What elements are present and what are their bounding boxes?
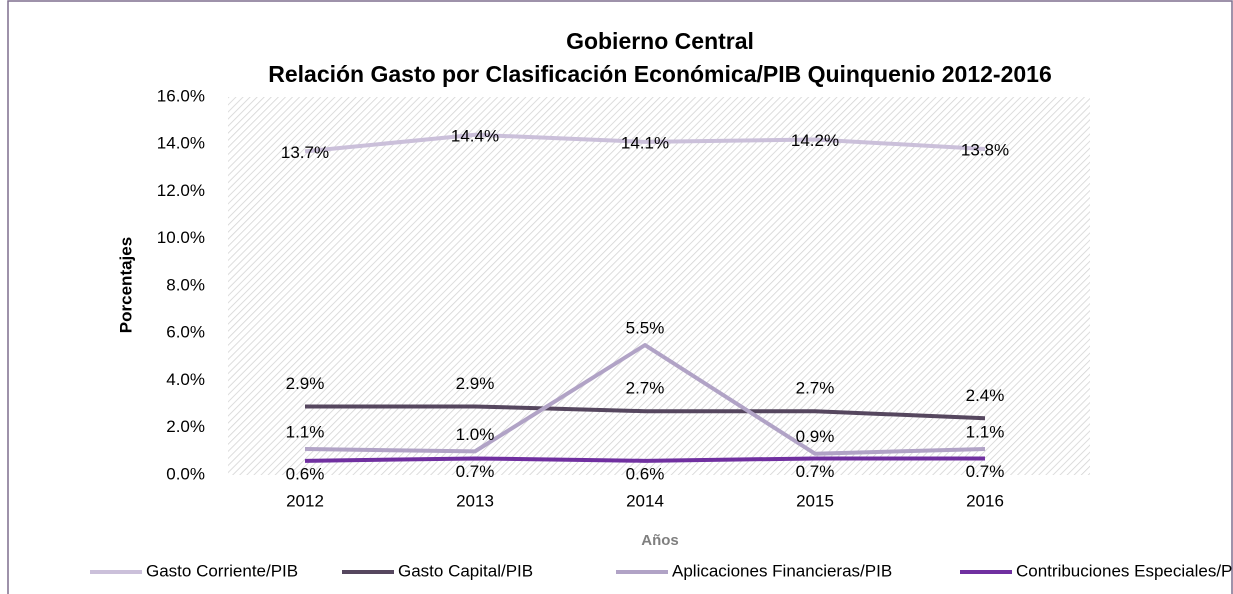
series-line (304, 343, 986, 456)
data-label: 5.5% (626, 319, 665, 338)
chart-subtitle: Relación Gasto por Clasificación Económi… (268, 61, 1052, 87)
y-tick-label: 14.0% (157, 134, 205, 153)
data-label: 0.7% (456, 462, 495, 481)
legend-label: Contribuciones Especiales/PIB (1016, 561, 1233, 580)
x-tick-label: 2013 (456, 491, 494, 510)
series-line (304, 132, 986, 154)
legend-label: Gasto Corriente/PIB (146, 561, 298, 580)
data-label: 0.9% (796, 427, 835, 446)
y-tick-label: 2.0% (166, 417, 205, 436)
x-tick-label: 2014 (626, 491, 664, 510)
y-tick-label: 0.0% (166, 464, 205, 483)
chart-title: Gobierno Central (566, 28, 754, 54)
frame (7, 0, 1233, 594)
y-tick-label: 16.0% (157, 86, 205, 105)
data-label: 0.7% (796, 462, 835, 481)
legend-label: Gasto Capital/PIB (398, 561, 533, 580)
y-tick-label: 4.0% (166, 370, 205, 389)
x-axis-label: Años (641, 532, 679, 549)
data-label: 2.9% (286, 374, 325, 393)
data-label: 1.1% (966, 422, 1005, 441)
data-label: 1.0% (456, 425, 495, 444)
legend-label: Aplicaciones Financieras/PIB (672, 561, 892, 580)
x-tick-label: 2016 (966, 491, 1004, 510)
data-label: 2.9% (456, 374, 495, 393)
data-label: 14.1% (621, 133, 669, 152)
data-label: 13.7% (281, 143, 329, 162)
data-label: 2.7% (626, 379, 665, 398)
data-label: 2.7% (796, 379, 835, 398)
data-label: 0.7% (966, 462, 1005, 481)
data-label: 0.6% (286, 464, 325, 483)
y-tick-label: 6.0% (166, 323, 205, 342)
y-tick-label: 12.0% (157, 181, 205, 200)
x-tick-label: 2012 (286, 491, 324, 510)
y-axis-label: Porcentajes (116, 237, 135, 333)
data-label: 2.4% (966, 386, 1005, 405)
data-label: 14.2% (791, 131, 839, 150)
y-tick-label: 10.0% (157, 228, 205, 247)
y-tick-label: 8.0% (166, 275, 205, 294)
series-line (304, 456, 985, 463)
data-label: 1.1% (286, 422, 325, 441)
x-tick-label: 2015 (796, 491, 834, 510)
data-label: 0.6% (626, 464, 665, 483)
series-line (305, 404, 986, 421)
data-label: 14.4% (451, 126, 499, 145)
data-label: 13.8% (961, 140, 1009, 159)
